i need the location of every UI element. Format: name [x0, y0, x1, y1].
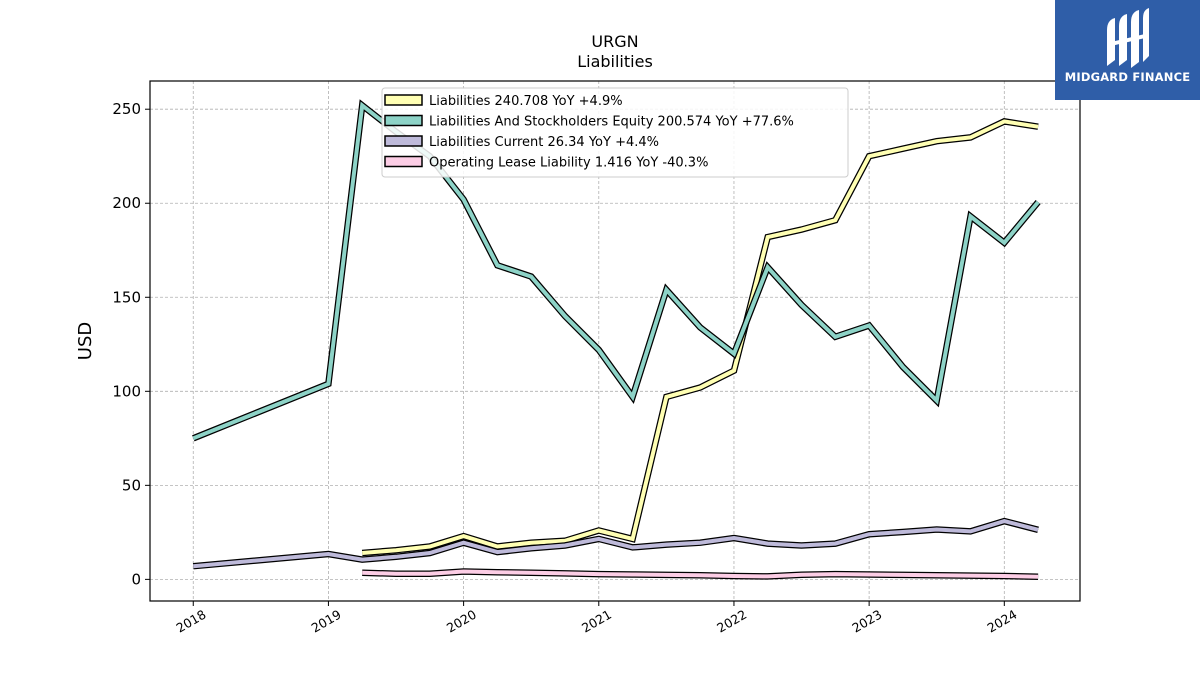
x-tick-label: 2022: [714, 607, 749, 636]
x-tick-label: 2019: [309, 607, 344, 636]
series-line-operating-lease-liability: [362, 569, 1039, 579]
x-tick-label: 2018: [173, 607, 208, 636]
x-tick-label: 2021: [579, 607, 614, 636]
x-tick-label: 2020: [444, 607, 479, 636]
chart-subtitle: Liabilities: [577, 52, 653, 71]
legend-entry: Liabilities And Stockholders Equity 200.…: [429, 115, 794, 130]
y-tick-label: 0: [131, 570, 141, 588]
legend: Liabilities 240.708 YoY +4.9% Liabilities…: [381, 87, 849, 178]
legend-swatch: [384, 155, 423, 168]
legend-swatch: [384, 94, 423, 106]
y-tick-label: 100: [112, 382, 141, 400]
series-line-liabilities-current: [193, 519, 1039, 569]
chart-title: URGN: [591, 32, 638, 51]
legend-box: [381, 87, 849, 178]
legend-swatch: [384, 114, 423, 127]
axes: 2018 2019 2020 2021 2022 2023 2024 0 50 100 150 200…: [112, 100, 1019, 635]
plot-area-border: [149, 80, 1081, 602]
y-tick-label: 250: [112, 100, 141, 118]
legend-entry: Operating Lease Liability 1.416 YoY -40.…: [429, 156, 708, 171]
y-tick-label: 200: [112, 194, 141, 212]
x-tick-label: 2024: [985, 607, 1020, 636]
y-axis-label: USD: [75, 322, 96, 360]
series-line-liabilities: [362, 119, 1039, 555]
legend-entry: Liabilities Current 26.34 YoY +4.4%: [429, 135, 659, 150]
legend-entry: Liabilities 240.708 YoY +4.9%: [429, 94, 623, 109]
logo-text: MIDGARD FINANCE: [1064, 70, 1191, 84]
x-tick-label: 2023: [849, 607, 884, 636]
midgard-finance-logo: MIDGARD FINANCE: [1055, 0, 1200, 100]
legend-swatch: [384, 135, 423, 147]
y-tick-label: 150: [112, 288, 141, 306]
y-tick-label: 50: [122, 476, 141, 494]
midgard-logo-icon: [1107, 8, 1149, 68]
